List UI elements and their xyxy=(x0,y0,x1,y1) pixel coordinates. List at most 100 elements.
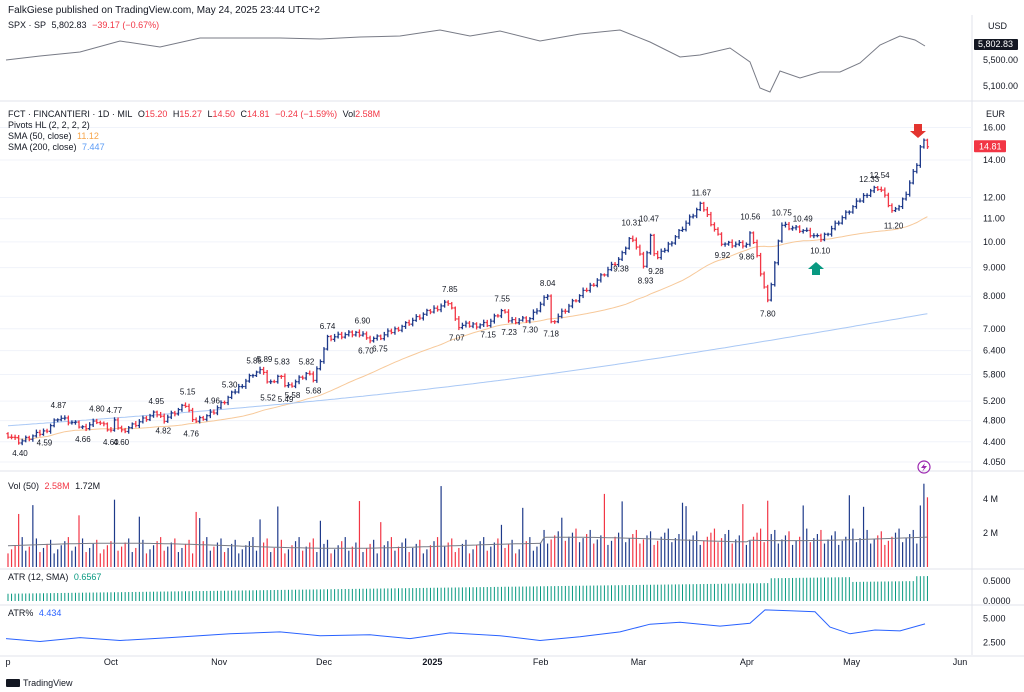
ohlc-bar xyxy=(865,193,869,198)
pivot-label: 12.54 xyxy=(870,171,891,180)
price-tick-label: 5.200 xyxy=(983,396,1006,406)
ohlc-bar xyxy=(450,301,454,310)
price-tick-label: 4.050 xyxy=(983,457,1006,467)
ohlc-bar xyxy=(315,366,319,383)
ohlc-bar xyxy=(773,261,777,287)
ohlc-bar xyxy=(837,220,841,226)
ohlc-bar xyxy=(226,395,230,406)
ohlc-bar xyxy=(869,188,873,198)
ohlc-bar xyxy=(6,432,10,439)
pivot-label: 8.93 xyxy=(638,276,654,285)
pivot-label: 7.80 xyxy=(760,309,776,318)
tradingview-logo[interactable]: TradingView xyxy=(6,678,73,688)
pivot-label: 6.70 xyxy=(358,346,374,355)
spx-price-tag-label: 5,802.83 xyxy=(978,39,1013,49)
vol-header[interactable]: Vol (50) 2.58M 1.72M xyxy=(8,481,103,491)
ohlc-bar xyxy=(542,295,546,307)
atrs-tick-label: 2.500 xyxy=(983,637,1006,647)
pivot-label: 9.92 xyxy=(715,251,731,260)
ohlc-bar xyxy=(322,347,326,364)
ohlc-bar xyxy=(822,232,827,242)
sma50-legend[interactable]: SMA (50, close) 11.12 xyxy=(8,131,102,141)
ohlc-bar xyxy=(546,294,550,300)
main-header[interactable]: FCT · FINCANTIERI · 1D · MIL O15.20 H15.… xyxy=(8,109,383,119)
ohlc-bar xyxy=(478,323,482,329)
spx-tick-label: 5,100.00 xyxy=(983,81,1018,91)
ohlc-bar xyxy=(88,422,92,431)
ohlc-bar xyxy=(123,427,127,434)
ohlc-h-label: H xyxy=(172,109,180,119)
ohlc-bar xyxy=(24,435,28,443)
ohlc-bar xyxy=(368,335,372,344)
ohlc-bar xyxy=(844,210,848,220)
ohlc-bar xyxy=(915,163,919,174)
ohlc-bar xyxy=(251,373,255,378)
atrs-label: ATR% xyxy=(8,608,34,618)
pivots-legend[interactable]: Pivots HL (2, 2, 2, 2) xyxy=(8,120,93,130)
ohlc-bar xyxy=(435,305,440,312)
time-tick-label: p xyxy=(5,657,10,667)
ohlc-bar xyxy=(510,316,514,324)
ohlc-close: 14.81 xyxy=(247,109,270,119)
ohlc-bar xyxy=(744,242,748,248)
ohlc-bar xyxy=(563,308,567,314)
ohlc-bar xyxy=(208,409,212,419)
pivot-label: 10.56 xyxy=(740,213,761,222)
ohlc-bar xyxy=(361,331,365,337)
ohlc-bar xyxy=(31,434,35,442)
pivots-label: Pivots HL (2, 2, 2, 2) xyxy=(8,120,90,130)
pivot-label: 4.87 xyxy=(51,401,67,410)
ohlc-bar xyxy=(80,425,85,430)
ohlc-bar xyxy=(627,237,631,250)
atrs-header[interactable]: ATR% 4.434 xyxy=(8,608,64,618)
ohlc-bar xyxy=(333,333,337,342)
ohlc-bar xyxy=(318,359,322,371)
ohlc-bar xyxy=(783,221,788,228)
sma200-legend[interactable]: SMA (200, close) 7.447 xyxy=(8,142,108,152)
ohlc-bar xyxy=(666,241,670,253)
vol-label: Vol (50) xyxy=(8,481,40,491)
ohlc-bar xyxy=(798,225,802,234)
ohlc-bar xyxy=(670,241,674,247)
ohlc-bar xyxy=(815,233,819,238)
ohlc-bar xyxy=(45,428,49,434)
ohlc-bar xyxy=(105,422,109,432)
ohlc-bar xyxy=(187,403,191,413)
pivot-label: 4.77 xyxy=(107,406,123,415)
ohlc-bar xyxy=(343,332,347,339)
ohlc-bar xyxy=(38,429,42,437)
ohlc-bar xyxy=(215,405,220,416)
ohlc-bar xyxy=(922,138,926,149)
pivot-label: 7.23 xyxy=(501,328,517,337)
ohlc-bar xyxy=(879,186,883,193)
ohlc-bar xyxy=(617,257,621,267)
ohlc-bar xyxy=(819,233,823,242)
ohlc-bar xyxy=(127,425,131,434)
pivot-label: 11.67 xyxy=(692,188,712,197)
pivot-label: 5.68 xyxy=(306,387,322,396)
pivot-label: 4.76 xyxy=(183,430,199,439)
ohlc-bar xyxy=(854,198,859,209)
pivot-label: 7.15 xyxy=(480,331,496,340)
time-tick-label: Mar xyxy=(631,657,647,667)
ohlc-bar xyxy=(9,434,14,440)
ohlc-bar xyxy=(372,336,376,343)
ohlc-bar xyxy=(549,294,553,324)
ohlc-bar xyxy=(237,383,241,394)
ohlc-bar xyxy=(656,250,660,260)
atr-header[interactable]: ATR (12, SMA) 0.6567 xyxy=(8,572,104,582)
pivot-label: 5.30 xyxy=(222,380,238,389)
ohlc-bar xyxy=(109,426,113,433)
ohlc-bar xyxy=(833,220,837,231)
price-tick-label: 4.400 xyxy=(983,437,1006,447)
ohlc-bar xyxy=(609,261,614,272)
ohlc-bar xyxy=(776,239,780,266)
tradingview-logo-text: TradingView xyxy=(23,678,73,688)
ohlc-bar xyxy=(162,413,166,424)
pivot-label: 6.74 xyxy=(320,322,336,331)
publisher-caption: FalkGiese published on TradingView.com, … xyxy=(8,5,320,16)
spx-header[interactable]: SPX · SP 5,802.83 −39.17 (−0.67%) xyxy=(8,20,162,30)
ohlc-bar xyxy=(812,233,816,239)
pivot-label: 9.28 xyxy=(648,267,664,276)
